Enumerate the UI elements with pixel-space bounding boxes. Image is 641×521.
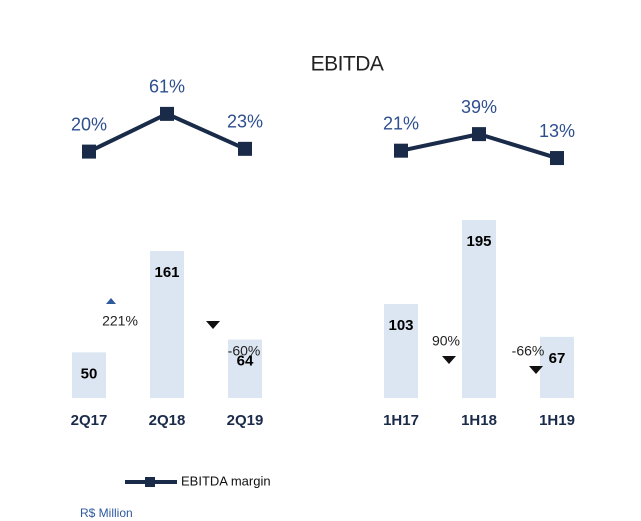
bar-value-label: 67 (549, 350, 566, 367)
bar (150, 251, 184, 398)
x-tick-label: 2Q17 (71, 412, 108, 429)
margin-marker (82, 144, 96, 159)
bar-value-label: 195 (466, 233, 491, 250)
x-tick-label: 1H17 (383, 412, 419, 429)
note: R$ Million (80, 506, 133, 520)
legend-marker (145, 477, 155, 487)
change-label: -66% (512, 343, 545, 359)
margin-label: 61% (149, 77, 185, 97)
x-tick-label: 1H19 (539, 412, 575, 429)
x-tick-label: 2Q18 (149, 412, 186, 429)
change-arrow (442, 356, 456, 364)
bar (72, 352, 106, 398)
bar-value-label: 64 (237, 353, 254, 370)
x-tick-label: 1H18 (461, 412, 497, 429)
bar (540, 336, 574, 398)
margin-label: 23% (227, 112, 263, 132)
chart-title: EBITDA (311, 53, 384, 76)
bar-value-label: 103 (388, 317, 413, 334)
margin-label: 39% (461, 97, 497, 117)
margin-marker (550, 151, 564, 166)
margin-marker (160, 106, 174, 121)
bar (384, 303, 418, 398)
margin-label: 20% (71, 114, 107, 134)
change-arrow (529, 366, 543, 374)
change-arrow (106, 298, 116, 304)
legend-label: EBITDA margin (181, 473, 271, 488)
margin-label: 21% (383, 113, 419, 133)
x-tick-label: 2Q19 (227, 412, 264, 429)
margin-label: 13% (539, 121, 575, 141)
margin-marker (394, 143, 408, 158)
bar (228, 339, 262, 398)
change-arrow (206, 321, 220, 329)
margin-marker (238, 141, 252, 156)
change-label: -60% (228, 343, 261, 359)
bar-value-label: 161 (154, 264, 179, 281)
change-label: 221% (102, 313, 138, 329)
bar (462, 220, 496, 398)
margin-marker (472, 127, 486, 142)
bar-value-label: 50 (81, 365, 98, 382)
change-label: 90% (432, 333, 460, 349)
